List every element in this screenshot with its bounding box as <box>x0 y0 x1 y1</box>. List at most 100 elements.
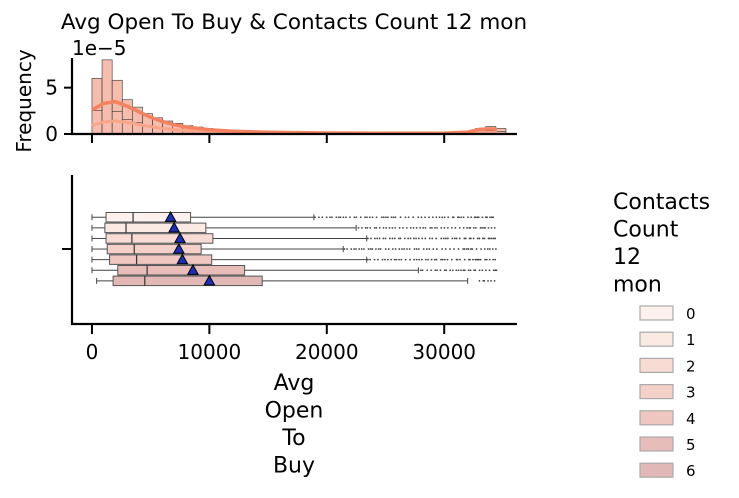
box-outlier <box>447 237 449 240</box>
box-outlier <box>409 237 412 240</box>
box-outlier <box>385 226 388 229</box>
box-group-6 <box>96 274 496 287</box>
hist-scale-label: 1e−5 <box>72 36 127 60</box>
box-outlier <box>440 237 443 240</box>
box-outlier <box>489 216 491 219</box>
box-outlier <box>409 226 412 229</box>
box-outlier <box>491 248 494 250</box>
x-label-line: Open <box>265 399 324 424</box>
box-outlier <box>451 269 454 272</box>
box-outlier <box>425 248 428 250</box>
legend-swatch <box>639 384 674 400</box>
chart-title: Avg Open To Buy & Contacts Count 12 mon <box>61 10 527 35</box>
box-outlier <box>444 248 447 250</box>
box-outlier <box>476 216 479 219</box>
box-outlier <box>394 248 397 250</box>
box-outlier <box>484 226 486 229</box>
box-outlier <box>371 216 374 219</box>
box-outlier <box>375 216 378 219</box>
hist-y-ticks: 05 <box>45 76 72 146</box>
legend-item-5: 5 <box>639 436 696 454</box>
box-mean-marker <box>203 274 216 286</box>
box-outlier <box>476 237 479 240</box>
box-outlier <box>450 226 453 229</box>
box-outlier <box>450 258 453 261</box>
box-outlier <box>380 216 383 219</box>
box-outlier <box>417 237 420 240</box>
box-outlier <box>443 226 446 229</box>
box-outlier <box>366 226 369 229</box>
box-outlier <box>366 216 368 219</box>
box-outlier <box>490 279 492 282</box>
box-outlier <box>355 248 357 250</box>
box-outlier <box>349 216 351 219</box>
box-outlier <box>456 258 459 261</box>
box-outlier <box>457 269 460 272</box>
box-outlier <box>408 248 411 250</box>
box-outlier <box>492 258 495 261</box>
box-outlier <box>373 258 376 261</box>
box-outlier <box>481 216 484 219</box>
box-outlier <box>465 248 468 250</box>
box-outlier <box>375 248 377 250</box>
box-outlier <box>387 216 389 219</box>
box-outlier <box>329 216 331 219</box>
box-outlier <box>434 269 437 272</box>
box-outlier <box>360 248 363 250</box>
box-outlier <box>462 269 465 272</box>
box-outlier <box>432 248 435 250</box>
box-outlier <box>455 237 458 240</box>
box-outlier <box>455 269 458 272</box>
box-outlier <box>406 248 408 250</box>
legend-title-line: mon <box>613 273 662 298</box>
legend-items: 0 1 2 3 4 5 6 <box>639 305 696 480</box>
box-outlier <box>492 216 495 219</box>
box-outlier <box>487 279 489 282</box>
box-outlier <box>463 237 466 240</box>
kde-total-line <box>91 99 498 135</box>
box-outlier <box>387 248 390 250</box>
box-outlier <box>428 248 431 250</box>
box-outlier <box>364 226 367 229</box>
box-outlier <box>421 269 424 272</box>
box-outlier <box>486 216 488 219</box>
box-outlier <box>384 237 387 240</box>
box-outlier <box>402 226 404 229</box>
hist-y-tick-label: 5 <box>45 76 58 100</box>
box-outlier <box>325 216 328 219</box>
box-body <box>106 243 202 255</box>
box-body <box>109 254 213 265</box>
box-outlier <box>449 248 451 250</box>
box-outlier <box>419 269 422 272</box>
box-outlier <box>472 226 475 229</box>
box-outlier <box>420 258 423 261</box>
box-outlier <box>368 216 371 219</box>
legend-label: 3 <box>686 384 696 402</box>
box-outlier <box>446 258 449 261</box>
box-outlier <box>466 226 468 229</box>
box-x-ticks: 0 10000 20000 30000 <box>86 324 476 364</box>
box-outlier <box>478 237 481 240</box>
box-outlier <box>412 226 415 229</box>
box-outlier <box>467 269 470 272</box>
box-outlier <box>421 237 424 240</box>
box-outlier <box>472 237 475 240</box>
box-outlier <box>460 216 463 219</box>
box-outlier <box>390 258 393 261</box>
x-label-line: Buy <box>273 454 315 479</box>
box-outlier <box>384 258 386 261</box>
box-outlier <box>441 216 444 219</box>
box-outlier <box>442 237 445 240</box>
box-outlier <box>391 226 394 229</box>
box-group-2 <box>91 232 497 244</box>
box-outlier <box>413 258 416 261</box>
box-outlier <box>488 258 491 261</box>
box-x-tick-label: 30000 <box>412 340 476 364</box>
box-outlier <box>366 258 369 261</box>
box-outlier <box>390 216 393 219</box>
box-outlier <box>394 216 397 219</box>
box-mean-marker <box>168 221 181 233</box>
legend-swatch <box>639 331 674 347</box>
